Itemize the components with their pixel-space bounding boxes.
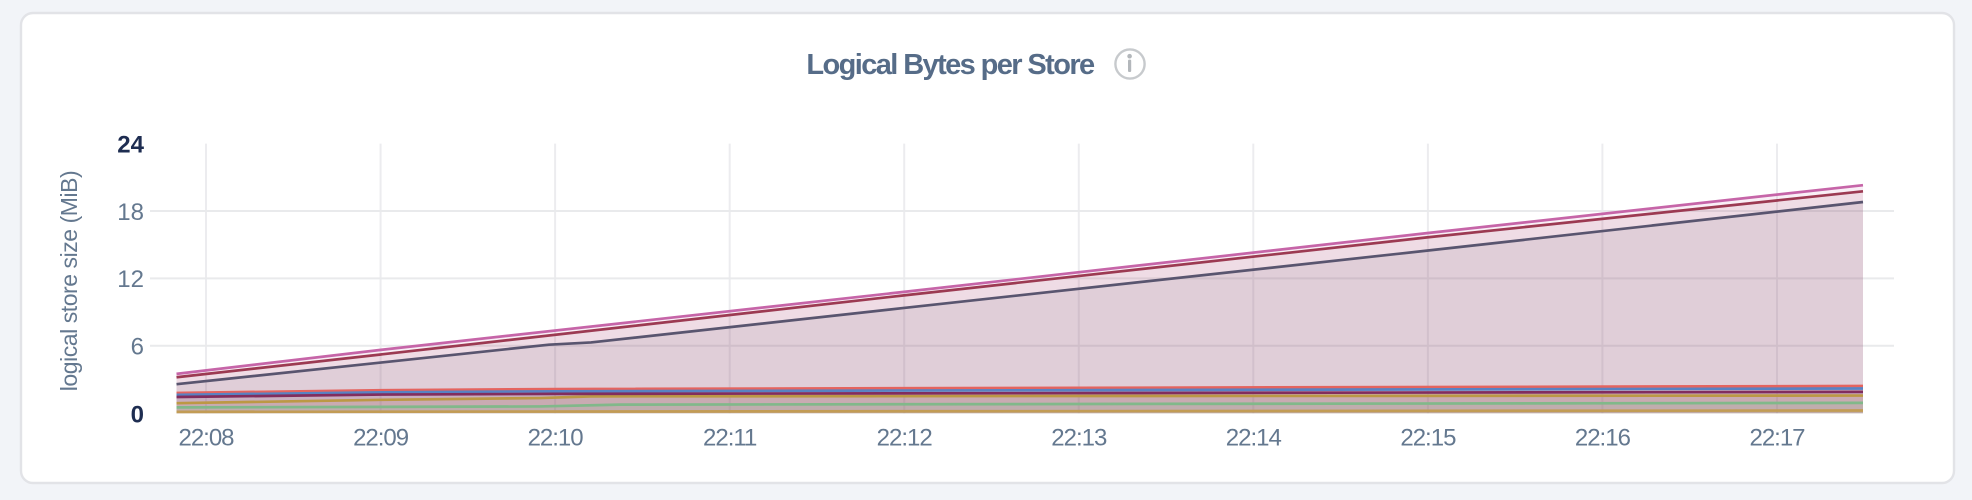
svg-text:22:08: 22:08 <box>178 425 234 452</box>
svg-text:22:10: 22:10 <box>528 425 584 452</box>
svg-text:22:13: 22:13 <box>1051 425 1107 452</box>
svg-text:22:17: 22:17 <box>1749 425 1805 452</box>
svg-text:22:15: 22:15 <box>1400 425 1456 452</box>
svg-text:22:11: 22:11 <box>703 425 757 452</box>
svg-text:22:12: 22:12 <box>877 425 933 452</box>
svg-text:24: 24 <box>117 132 144 159</box>
svg-text:0: 0 <box>131 402 144 429</box>
svg-text:22:09: 22:09 <box>353 425 409 452</box>
svg-text:22:16: 22:16 <box>1575 425 1631 452</box>
svg-text:Logical Bytes per Store: Logical Bytes per Store <box>806 49 1095 81</box>
svg-text:6: 6 <box>131 334 144 361</box>
svg-text:22:14: 22:14 <box>1226 425 1282 452</box>
svg-text:logical store size (MiB): logical store size (MiB) <box>56 171 82 392</box>
svg-text:12: 12 <box>117 266 144 293</box>
svg-text:18: 18 <box>117 199 144 226</box>
